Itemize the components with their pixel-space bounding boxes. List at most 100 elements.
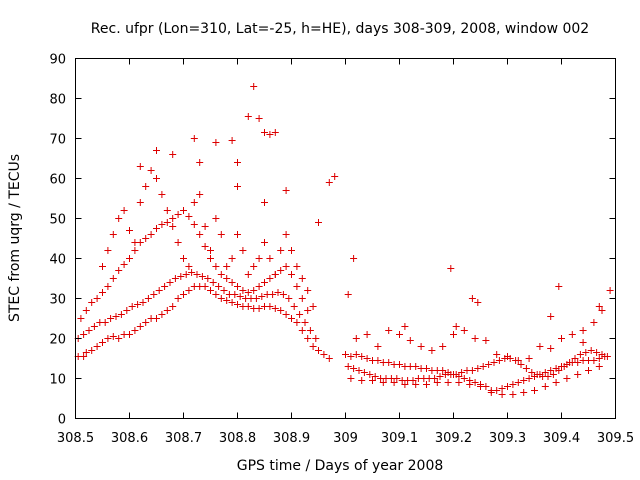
data-point [244, 113, 252, 120]
data-point [485, 361, 493, 368]
data-point [590, 357, 598, 364]
data-point [514, 379, 522, 386]
data-points [74, 83, 614, 398]
data-point [88, 347, 96, 354]
data-point [352, 351, 360, 358]
data-point [169, 215, 177, 222]
data-point [447, 265, 455, 272]
data-point [288, 315, 295, 322]
data-point [285, 295, 293, 302]
data-point [126, 331, 133, 338]
data-point [474, 299, 482, 306]
x-tick-label: 308.7 [165, 431, 202, 446]
data-point [147, 231, 155, 238]
data-point [479, 363, 487, 370]
data-point [433, 379, 441, 386]
data-point [293, 283, 301, 290]
data-point [452, 371, 460, 378]
data-point [444, 379, 452, 386]
data-point [531, 387, 538, 394]
data-point [188, 269, 196, 276]
data-point [163, 219, 171, 226]
data-point [126, 227, 133, 234]
data-point [234, 231, 241, 238]
data-point [112, 313, 120, 320]
data-point [452, 323, 460, 330]
data-point [234, 183, 241, 190]
data-point [217, 295, 225, 302]
data-point [312, 335, 320, 342]
data-point [136, 199, 144, 206]
data-point [255, 283, 263, 290]
data-point [182, 271, 190, 278]
data-point [244, 289, 252, 296]
x-tick-label: 308.6 [111, 431, 148, 446]
data-point [517, 361, 525, 368]
data-point [504, 383, 511, 390]
data-point [252, 295, 260, 302]
data-point [244, 303, 252, 310]
data-point [104, 283, 112, 290]
data-point [288, 247, 295, 254]
data-point [212, 139, 220, 146]
data-point [344, 363, 352, 370]
data-point [239, 247, 247, 254]
data-point [131, 239, 139, 246]
data-point [93, 343, 101, 350]
data-point [603, 353, 611, 360]
data-point [142, 183, 150, 190]
data-point [509, 381, 517, 388]
data-point [598, 307, 606, 314]
data-point [126, 255, 133, 262]
data-point [196, 159, 204, 166]
data-point [207, 255, 214, 262]
data-point [123, 307, 131, 314]
data-point [258, 293, 266, 300]
data-point [590, 319, 598, 326]
data-point [120, 261, 128, 268]
data-point [236, 293, 244, 300]
data-point [342, 351, 349, 358]
data-point [298, 295, 306, 302]
y-tick-label: 80 [49, 93, 66, 108]
data-point [598, 351, 606, 358]
y-tick-label: 0 [58, 413, 66, 428]
data-point [109, 275, 117, 282]
data-point [544, 373, 552, 380]
data-point [396, 331, 403, 338]
data-point [223, 297, 231, 304]
x-tick-label: 309.1 [381, 431, 418, 446]
data-point [128, 303, 136, 310]
data-point [344, 291, 352, 298]
data-point [244, 271, 252, 278]
y-tick-label: 50 [49, 213, 66, 228]
data-point [306, 327, 314, 334]
y-tick-label: 10 [49, 373, 66, 388]
y-tick-label: 40 [49, 253, 66, 268]
data-point [212, 215, 220, 222]
data-point [468, 367, 476, 374]
data-point [212, 263, 220, 270]
data-point [576, 351, 584, 358]
data-point [541, 383, 549, 390]
data-point [595, 303, 603, 310]
y-tick-label: 60 [49, 173, 66, 188]
data-point [293, 319, 301, 326]
data-point [277, 247, 285, 254]
data-point [142, 235, 150, 242]
data-point [190, 221, 198, 228]
data-point [212, 291, 220, 298]
data-point [158, 221, 166, 228]
data-point [385, 359, 393, 366]
data-point [555, 367, 563, 374]
data-point [582, 349, 590, 356]
data-point [366, 371, 374, 378]
data-point [255, 255, 263, 262]
x-tick-label: 309.2 [435, 431, 472, 446]
data-point [223, 263, 231, 270]
data-point [579, 327, 587, 334]
data-point [201, 223, 209, 230]
data-point [266, 131, 274, 138]
data-point [269, 291, 277, 298]
data-point [520, 389, 528, 396]
